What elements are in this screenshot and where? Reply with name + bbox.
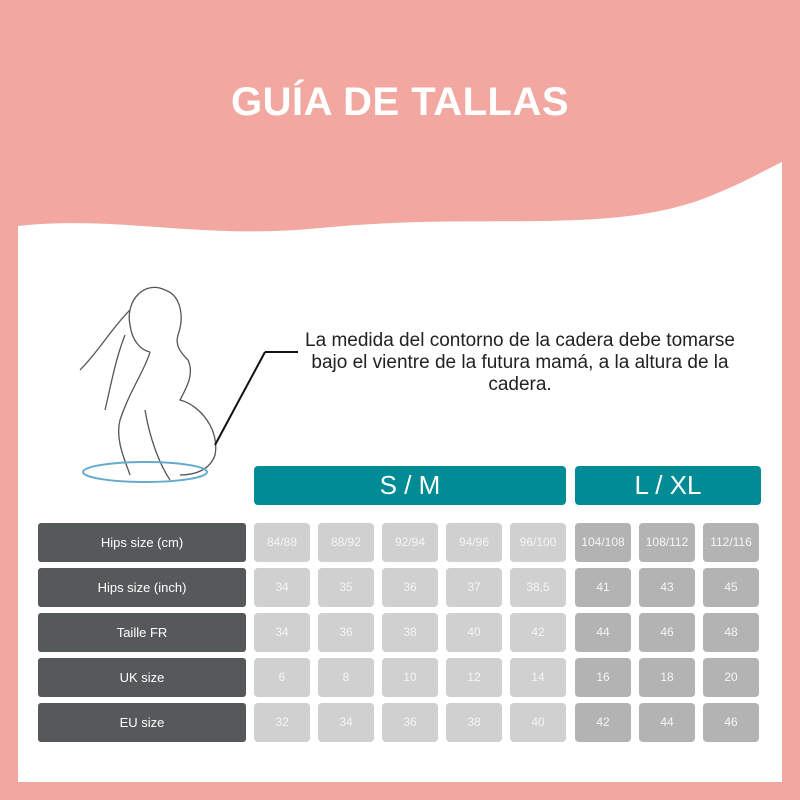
size-cell: 48	[703, 613, 759, 652]
size-cell: 38	[446, 703, 502, 742]
pointer-line	[214, 351, 266, 446]
size-cell: 46	[639, 613, 695, 652]
size-cell: 38,5	[510, 568, 566, 607]
size-cell: 41	[575, 568, 631, 607]
size-cell: 38	[382, 613, 438, 652]
page-title: GUÍA DE TALLAS	[230, 80, 570, 124]
size-cell: 45	[703, 568, 759, 607]
size-cell: 34	[318, 703, 374, 742]
size-cell: 44	[639, 703, 695, 742]
size-cell: 42	[575, 703, 631, 742]
measuring-tape-icon	[82, 461, 208, 483]
size-cell: 96/100	[510, 523, 566, 562]
size-cell: 40	[446, 613, 502, 652]
row-label: UK size	[38, 658, 246, 697]
size-cell: 44	[575, 613, 631, 652]
size-cell: 6	[254, 658, 310, 697]
size-cell: 40	[510, 703, 566, 742]
size-cell: 12	[446, 658, 502, 697]
size-cell: 20	[703, 658, 759, 697]
row-label: Hips size (cm)	[38, 523, 246, 562]
size-cell: 88/92	[318, 523, 374, 562]
size-cell: 92/94	[382, 523, 438, 562]
size-cell: 35	[318, 568, 374, 607]
size-cell: 10	[382, 658, 438, 697]
row-label: Hips size (inch)	[38, 568, 246, 607]
pregnant-woman-illustration	[79, 286, 298, 483]
size-cell: 37	[446, 568, 502, 607]
size-cell: 46	[703, 703, 759, 742]
size-cell: 18	[639, 658, 695, 697]
size-cell: 34	[254, 613, 310, 652]
size-cell: 34	[254, 568, 310, 607]
size-cell: 14	[510, 658, 566, 697]
group-header-l-xl: L / XL	[575, 466, 761, 505]
measurement-instructions: La medida del contorno de la cadera debe…	[305, 330, 735, 395]
row-label: Taille FR	[38, 613, 246, 652]
size-cell: 84/88	[254, 523, 310, 562]
size-cell: 112/116	[703, 523, 759, 562]
size-cell: 36	[382, 568, 438, 607]
size-cell: 8	[318, 658, 374, 697]
size-cell: 42	[510, 613, 566, 652]
size-cell: 104/108	[575, 523, 631, 562]
size-cell: 108/112	[639, 523, 695, 562]
size-cell: 94/96	[446, 523, 502, 562]
size-cell: 43	[639, 568, 695, 607]
size-cell: 36	[382, 703, 438, 742]
row-label: EU size	[38, 703, 246, 742]
group-header-s-m: S / M	[254, 466, 566, 505]
size-cell: 16	[575, 658, 631, 697]
size-cell: 32	[254, 703, 310, 742]
size-cell: 36	[318, 613, 374, 652]
